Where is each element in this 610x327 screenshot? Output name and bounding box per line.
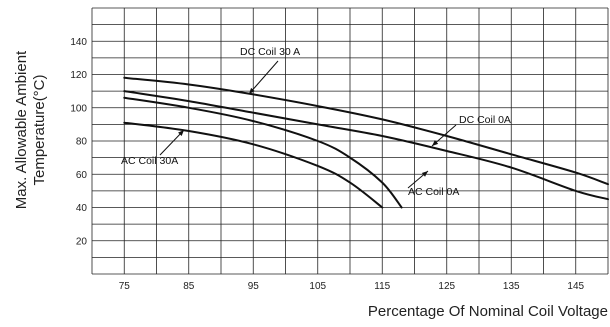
series-line-ac-coil-0a: [123, 96, 403, 209]
x-tick-label: 115: [374, 281, 390, 292]
x-tick-label: 85: [183, 281, 195, 292]
y-tick-label: 80: [76, 137, 88, 148]
annotation-arrowhead: [432, 140, 439, 146]
x-axis-title: Percentage Of Nominal Coil Voltage: [368, 303, 608, 320]
x-tick-label: 125: [438, 281, 455, 292]
y-tick-label: 140: [70, 37, 87, 48]
x-tick-label: 75: [119, 281, 131, 292]
annotation-label-ac-coil-30a: AC Coil 30A: [121, 155, 178, 167]
y-axis-title-line-1: Max. Allowable Ambient: [13, 50, 30, 209]
tick-labels: 75 85 95 105 115 125 135 145 20 40 60 80 100 120 140: [70, 37, 584, 292]
annotations: DC Coil 30 A DC Coil 0A AC Coil 0A AC Coil …: [121, 46, 511, 198]
annotation-label-dc-coil-30-a: DC Coil 30 A: [240, 46, 300, 58]
grid: [91, 7, 609, 275]
y-axis-title-line-2: Temperature(°C): [31, 74, 48, 185]
series-lines: [123, 76, 609, 209]
annotation-arrowhead: [249, 87, 255, 94]
annotation-label-ac-coil-0a: AC Coil 0A: [408, 186, 459, 198]
x-tick-label: 145: [567, 281, 584, 292]
x-tick-label: 105: [309, 281, 326, 292]
x-tick-label: 135: [503, 281, 520, 292]
y-tick-label: 100: [70, 103, 87, 114]
annotation-arrowhead: [421, 171, 428, 177]
y-tick-label: 120: [70, 70, 87, 81]
annotation-leader: [248, 60, 279, 95]
series-line-ac-coil-30a: [123, 121, 384, 209]
annotation-arrowhead: [178, 130, 184, 137]
annotation-label-dc-coil-0a: DC Coil 0A: [459, 114, 511, 126]
x-tick-label: 95: [248, 281, 260, 292]
y-tick-label: 20: [76, 236, 88, 247]
series-line-dc-coil-0a: [123, 90, 609, 201]
y-tick-label: 40: [76, 203, 88, 214]
series-line-dc-coil-30-a: [123, 76, 609, 186]
y-tick-label: 60: [76, 170, 88, 181]
